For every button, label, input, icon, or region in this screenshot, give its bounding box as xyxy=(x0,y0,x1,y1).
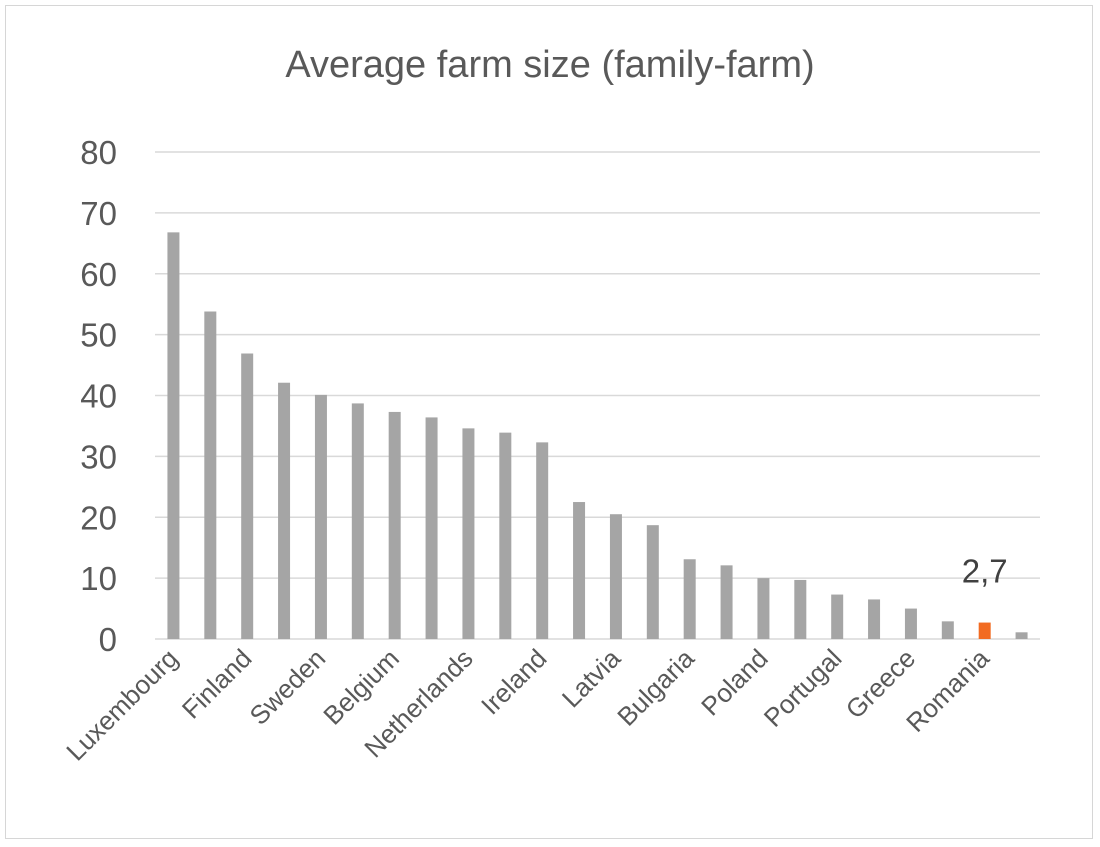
x-tick-label: Ireland xyxy=(475,643,552,720)
bar xyxy=(831,594,844,639)
data-label: 2,7 xyxy=(962,553,1008,590)
bar xyxy=(536,442,549,639)
gridlines xyxy=(155,151,1040,640)
x-axis-ticks: LuxembourgFinlandSwedenBelgiumNetherland… xyxy=(60,643,995,767)
x-tick-label: Sweden xyxy=(244,643,332,731)
x-tick-label: Portugal xyxy=(758,643,848,733)
bar xyxy=(278,382,291,639)
x-tick-label: Luxembourg xyxy=(60,643,183,766)
bar xyxy=(204,311,217,639)
bar xyxy=(425,417,438,639)
bar xyxy=(868,599,881,639)
bar xyxy=(351,403,364,639)
bar xyxy=(683,559,696,639)
y-axis-ticks: 0 10 20 30 40 50 60 70 80 xyxy=(80,134,117,658)
y-tick-label: 50 xyxy=(80,317,117,354)
bar xyxy=(462,428,475,639)
bar xyxy=(499,432,512,639)
bar xyxy=(167,232,180,640)
chart-title: Average farm size (family-farm) xyxy=(285,44,815,86)
bar xyxy=(720,565,733,639)
bar xyxy=(941,621,954,639)
bar xyxy=(241,353,254,639)
data-labels: 2,7 xyxy=(962,553,1008,590)
y-tick-label: 40 xyxy=(80,378,117,415)
bars xyxy=(167,232,1028,640)
bar xyxy=(757,578,770,639)
bar xyxy=(978,622,991,639)
x-tick-label: Bulgaria xyxy=(611,643,700,732)
bar xyxy=(794,579,807,639)
y-tick-label: 10 xyxy=(80,560,117,597)
bar xyxy=(646,525,659,639)
chart-frame xyxy=(5,5,1093,839)
bar xyxy=(314,394,327,639)
y-tick-label: 20 xyxy=(80,499,117,536)
bar xyxy=(573,502,586,639)
x-tick-label: Latvia xyxy=(556,643,627,714)
y-tick-label: 0 xyxy=(99,621,117,658)
y-tick-label: 80 xyxy=(80,134,117,171)
bar xyxy=(388,411,401,639)
bar xyxy=(1015,632,1028,639)
bar xyxy=(904,608,917,639)
y-tick-label: 30 xyxy=(80,438,117,475)
x-tick-label: Romania xyxy=(900,643,995,738)
y-tick-label: 60 xyxy=(80,256,117,293)
y-tick-label: 70 xyxy=(80,195,117,232)
bar xyxy=(609,514,622,639)
